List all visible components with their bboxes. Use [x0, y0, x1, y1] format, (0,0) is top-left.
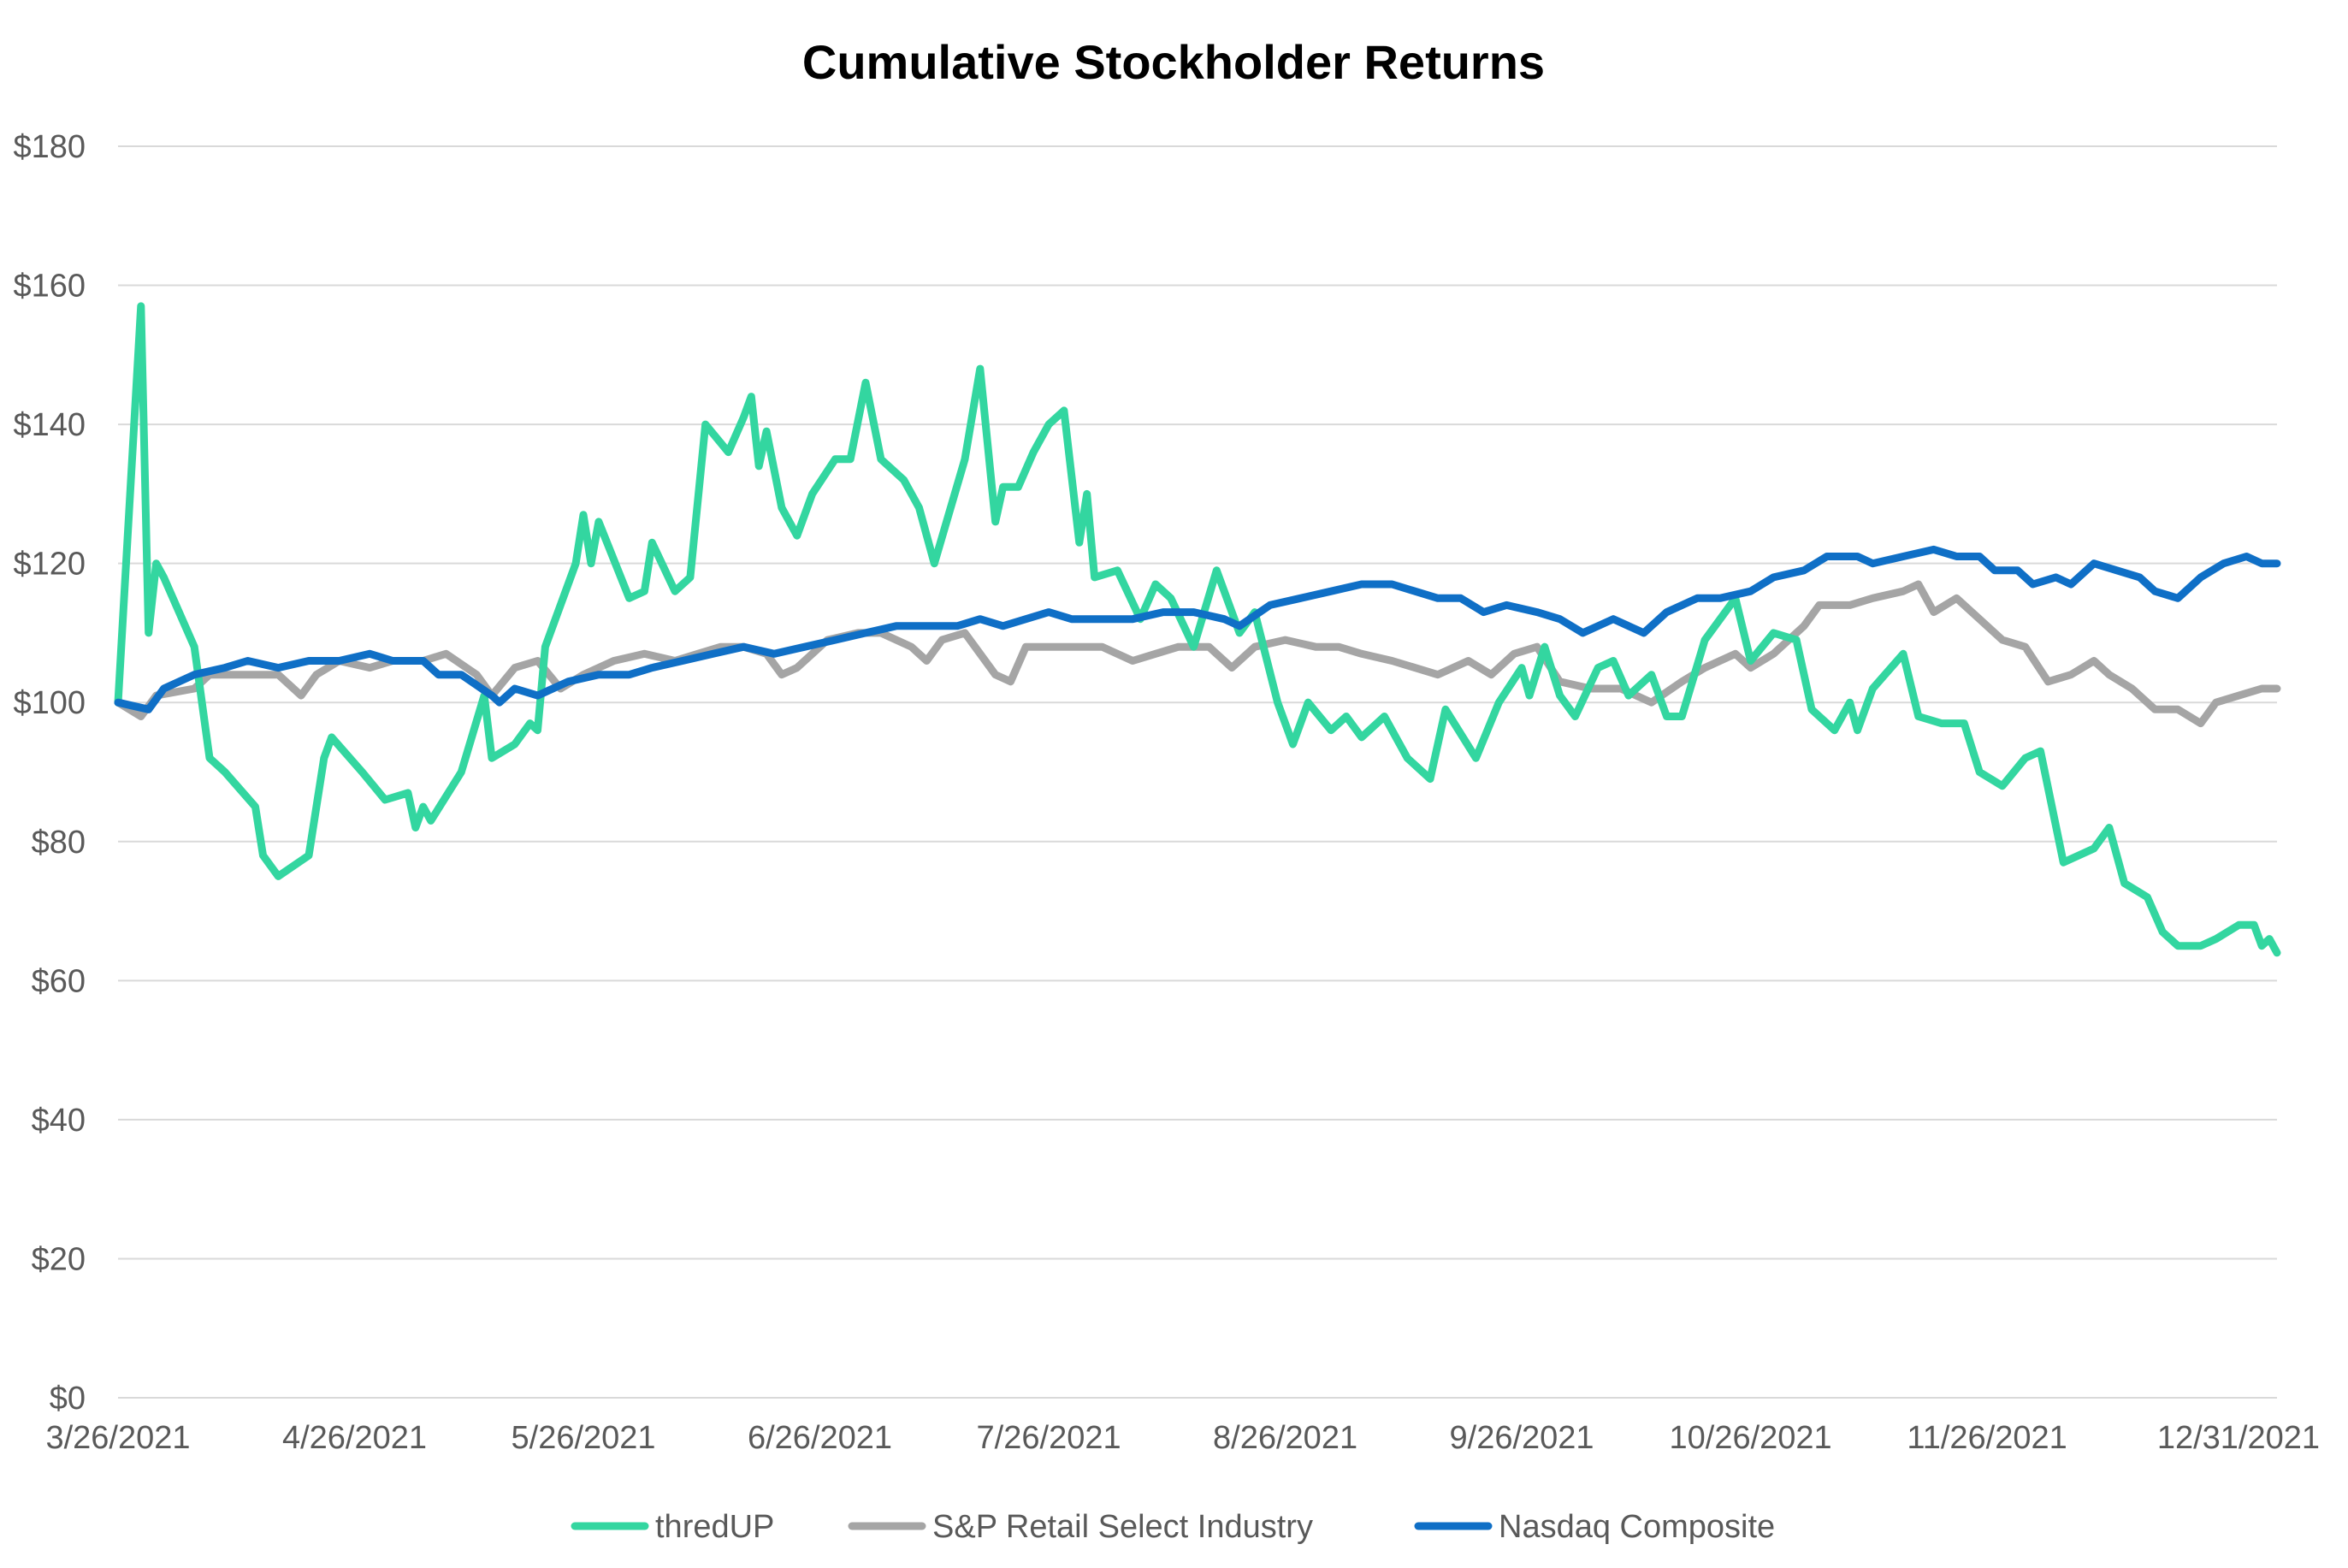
y-tick-label: $0 — [50, 1381, 86, 1417]
y-tick-label: $40 — [32, 1103, 86, 1139]
legend-label: Nasdaq Composite — [1499, 1509, 1775, 1545]
y-tick-label: $100 — [13, 685, 86, 721]
legend-item: thredUP — [571, 1509, 774, 1545]
y-tick-label: $20 — [32, 1241, 86, 1277]
series-lines — [114, 302, 2281, 957]
series-line-2 — [114, 545, 2281, 713]
y-tick-label: $160 — [13, 269, 86, 305]
x-tick-label: 11/26/2021 — [1907, 1420, 2067, 1456]
legend: thredUP S&P Retail Select Industry Nasdaq … — [571, 1509, 1775, 1545]
legend-label: S&P Retail Select Industry — [932, 1509, 1313, 1545]
x-tick-label: 5/26/2021 — [512, 1420, 656, 1456]
x-tick-label: 8/26/2021 — [1213, 1420, 1357, 1456]
x-tick-label: 6/26/2021 — [748, 1420, 892, 1456]
chart-title: Cumulative Stockholder Returns — [802, 35, 1545, 89]
y-axis-tick-labels: $0 $20 $40 $60 $80 $100 $120 $140 $160 $180 — [13, 129, 86, 1417]
y-tick-label: $180 — [13, 129, 86, 165]
x-tick-label: 12/31/2021 — [2157, 1420, 2320, 1456]
legend-item: Nasdaq Composite — [1414, 1509, 1775, 1545]
x-tick-label: 3/26/2021 — [45, 1420, 190, 1456]
legend-label: thredUP — [655, 1509, 774, 1545]
y-tick-label: $140 — [13, 407, 86, 443]
y-tick-label: $60 — [32, 963, 86, 999]
y-tick-label: $80 — [32, 825, 86, 861]
y-tick-label: $120 — [13, 547, 86, 583]
series-line-0 — [114, 302, 2281, 957]
x-tick-label: 10/26/2021 — [1670, 1420, 1832, 1456]
legend-item: S&P Retail Select Industry — [848, 1509, 1313, 1545]
x-axis-tick-labels: 3/26/2021 4/26/2021 5/26/2021 6/26/2021 7/26… — [45, 1420, 2320, 1456]
gridlines — [118, 145, 2277, 1399]
x-tick-label: 7/26/2021 — [977, 1420, 1121, 1456]
x-tick-label: 4/26/2021 — [282, 1420, 427, 1456]
x-tick-label: 9/26/2021 — [1450, 1420, 1594, 1456]
